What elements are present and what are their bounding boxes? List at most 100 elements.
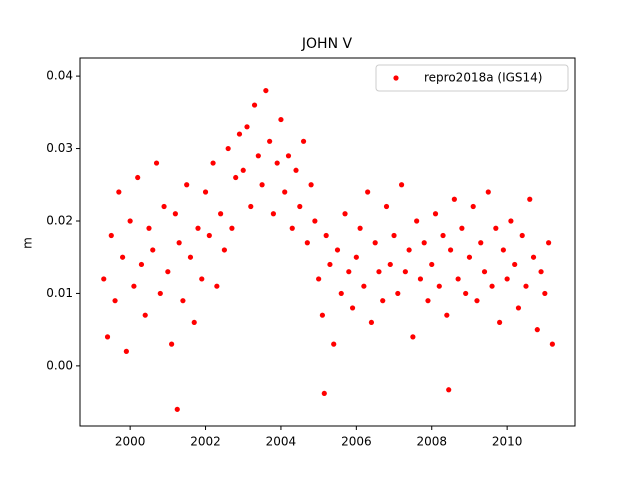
point	[321, 390, 327, 397]
point	[447, 247, 454, 253]
point	[169, 341, 175, 347]
point	[270, 211, 277, 217]
point	[446, 387, 452, 393]
point	[123, 348, 129, 354]
point	[534, 327, 540, 333]
point	[444, 312, 450, 318]
point	[474, 298, 480, 304]
point	[387, 261, 393, 268]
point	[176, 240, 182, 246]
point	[357, 225, 363, 231]
point	[342, 211, 348, 217]
point	[127, 218, 133, 224]
point	[289, 225, 295, 231]
point	[229, 225, 235, 231]
x-tick-label: 2002	[190, 435, 221, 449]
x-tick-label: 2006	[341, 435, 372, 449]
point	[414, 218, 420, 224]
point	[225, 145, 231, 152]
point	[508, 218, 514, 224]
point	[383, 203, 390, 210]
point	[218, 211, 224, 217]
point	[259, 182, 265, 188]
point	[519, 232, 525, 239]
point	[546, 240, 552, 246]
point	[202, 189, 209, 195]
point	[112, 298, 118, 304]
point	[308, 182, 314, 188]
legend-box	[375, 64, 569, 92]
point	[312, 218, 318, 224]
point	[285, 153, 292, 159]
point	[187, 254, 194, 260]
point	[101, 276, 107, 282]
x-tick-label: 2004	[266, 435, 297, 449]
y-tick-label: 0.00	[46, 358, 73, 372]
y-tick-label: 0.01	[46, 286, 73, 300]
point	[463, 290, 469, 297]
point	[331, 341, 337, 347]
point	[104, 334, 111, 340]
point	[481, 269, 488, 275]
point	[161, 203, 167, 210]
point	[436, 283, 442, 289]
point	[527, 196, 533, 202]
point	[293, 167, 299, 173]
point	[135, 174, 141, 181]
x-tick-label: 2008	[416, 435, 447, 449]
point	[251, 102, 258, 108]
legend-label: repro2018a (IGS14)	[424, 71, 542, 85]
point	[497, 319, 503, 326]
point	[210, 160, 216, 166]
point	[398, 182, 405, 188]
point	[549, 341, 555, 347]
y-tick-label: 0.02	[46, 213, 73, 227]
point	[485, 189, 491, 195]
point	[278, 116, 284, 123]
point	[425, 298, 431, 304]
point	[500, 247, 506, 253]
point	[248, 203, 254, 210]
point	[319, 312, 326, 318]
point	[327, 261, 333, 268]
point	[255, 153, 261, 159]
point	[410, 334, 416, 340]
point	[429, 261, 435, 268]
point	[376, 269, 382, 275]
point	[150, 247, 156, 253]
point	[470, 203, 476, 210]
y-tick-label: 0.04	[46, 69, 73, 83]
point	[346, 269, 352, 275]
point	[395, 290, 401, 297]
point	[515, 305, 522, 311]
point	[195, 225, 201, 231]
point	[153, 160, 160, 166]
point	[316, 276, 322, 282]
point	[349, 305, 356, 311]
point	[466, 254, 473, 260]
point	[267, 138, 273, 144]
point	[493, 225, 499, 231]
point	[455, 276, 461, 282]
point	[233, 174, 239, 181]
point	[138, 261, 145, 268]
point	[440, 232, 446, 239]
point	[478, 240, 484, 246]
y-tick-label: 0.03	[46, 141, 73, 155]
point	[116, 189, 122, 195]
point	[512, 261, 518, 268]
y-axis-label: m	[21, 237, 35, 249]
point	[421, 240, 427, 246]
point	[459, 225, 465, 231]
point	[165, 269, 171, 275]
point	[365, 189, 371, 195]
point	[142, 312, 148, 318]
point	[380, 298, 386, 304]
point	[504, 276, 510, 282]
point	[244, 124, 250, 130]
point	[108, 232, 114, 239]
point	[157, 290, 163, 297]
point	[236, 131, 243, 137]
point	[406, 247, 412, 253]
